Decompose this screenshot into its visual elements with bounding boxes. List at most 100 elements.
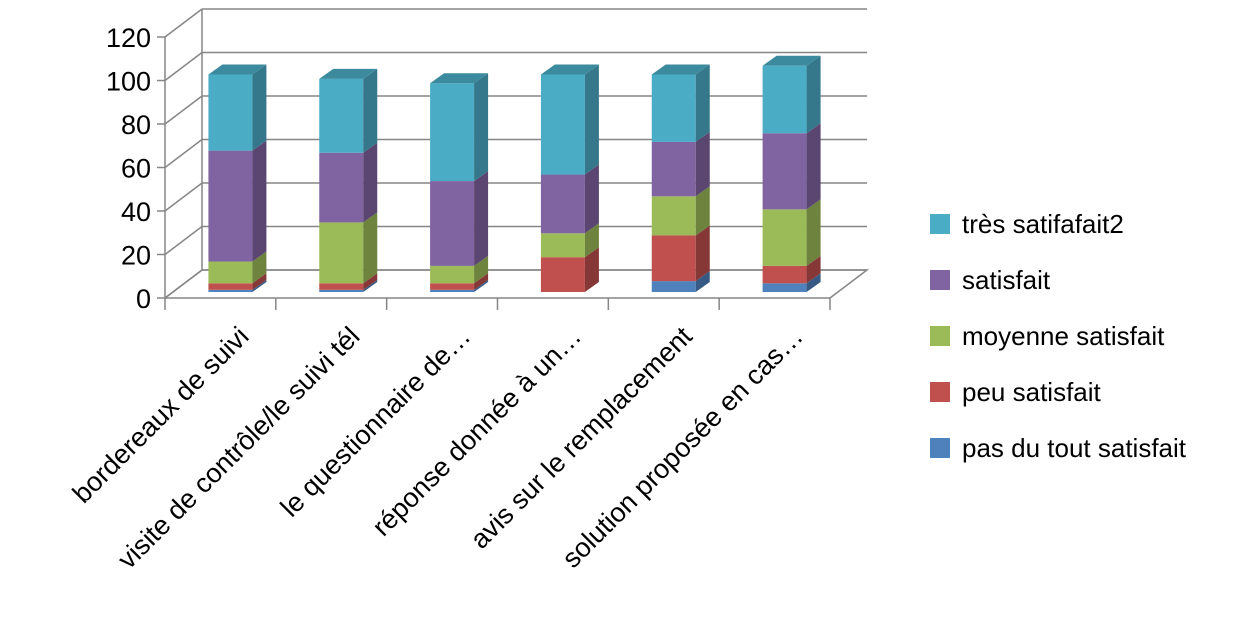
bar-segment-side [252,273,267,290]
bar-segment [319,222,364,284]
bar-segment-side [695,131,710,197]
bar-segment-side [695,271,710,292]
bar-segment-side [363,142,378,223]
bar-segment [319,283,364,290]
legend-item: moyenne satisfait [930,308,1186,364]
legend-item: satisfait [930,252,1186,308]
y-tick-label: 120 [106,23,151,53]
bar-segment [651,74,696,142]
y-tick-label: 0 [136,284,151,314]
bar-segment-side [363,273,378,290]
bar-segment-side [806,273,821,292]
bar-segment-side [474,171,489,266]
gridline-side [164,138,203,169]
bar-segment-side [363,212,378,284]
bar-segment [208,289,253,292]
bar-segment [319,289,364,292]
bar-segment-side [252,64,267,151]
legend-item: très satifafait2 [930,196,1186,252]
bar-segment-side [252,279,267,292]
bar-segment [319,152,364,223]
gridline-side [164,225,203,256]
bar-segment-side [806,199,821,266]
gridline-side [164,182,203,212]
bar-segment [651,141,696,197]
bar-segment-side [584,223,599,258]
bar-segment [430,265,475,284]
legend-label: moyenne satisfait [962,320,1165,351]
legend-swatch [930,270,950,290]
bar-segment-side [363,68,378,153]
bar-segment [208,283,253,290]
legend-label: satisfait [962,264,1051,295]
bar-segment [651,196,696,236]
bar-segment-side [252,140,267,262]
bar-segment [540,74,585,175]
bar-segment [208,74,253,151]
bar-segment [651,235,696,282]
x-tick-label: solution proposée en cas… [556,321,809,574]
bar-segment [208,150,253,262]
legend-swatch [930,214,950,234]
bar-top [319,68,378,79]
bar-segment [430,283,475,290]
bar-segment-side [584,247,599,292]
bar-segment [651,281,696,292]
bar-segment [540,233,585,258]
bar-segment-side [584,164,599,234]
bar-segment-side [584,64,599,175]
bar-segment [762,209,807,266]
legend-label: pas du tout satisfait [962,432,1187,463]
bar-segment [540,257,585,292]
legend-swatch [930,326,950,346]
bar-segment [762,265,807,284]
y-tick-label: 80 [121,110,151,140]
bar-top [651,64,710,75]
bar-segment-side [695,64,710,142]
y-tick-label: 100 [106,67,151,97]
bar-segment-side [474,273,489,290]
bar-segment-side [474,279,489,292]
bar-segment-side [695,186,710,236]
bar-segment [540,174,585,234]
bar-segment-side [806,255,821,284]
bar-segment-side [363,279,378,292]
bar-segment [430,289,475,292]
gridline-side [164,8,203,38]
bar-segment [319,78,364,153]
bar-segment-side [806,123,821,210]
legend-swatch [930,438,950,458]
bar-segment-side [695,225,710,282]
bar-segment [762,283,807,292]
bar-segment [430,83,475,182]
bar-segment-side [806,55,821,134]
x-tick-label: avis sur le remplacement [465,321,699,555]
y-tick-label: 60 [121,154,151,184]
bar-segment [762,133,807,210]
bar-top [208,64,267,75]
bar-segment [762,65,807,134]
legend-label: peu satisfait [962,376,1101,407]
bar-top [430,73,489,84]
bar-top [540,64,599,75]
floor [164,269,870,299]
gridline-side [164,95,203,125]
x-tick-label: le questionnaire de… [275,321,477,523]
legend-label: très satifafait2 [962,208,1124,239]
bar-top [762,55,821,66]
x-tick-label: réponse donnée à un… [366,321,587,542]
y-tick-label: 40 [121,197,151,227]
bar-segment [208,261,253,284]
legend-swatch [930,382,950,402]
bar-segment-side [474,255,489,284]
bar-segment-side [474,73,489,182]
legend: très satifafait2 satisfait moyenne satisfa… [930,196,1186,476]
y-tick-label: 20 [121,241,151,271]
bar-segment [430,181,475,266]
legend-item: pas du tout satisfait [930,420,1186,476]
gridline-side [164,51,203,82]
legend-item: peu satisfait [930,364,1186,420]
bar-segment-side [252,251,267,284]
